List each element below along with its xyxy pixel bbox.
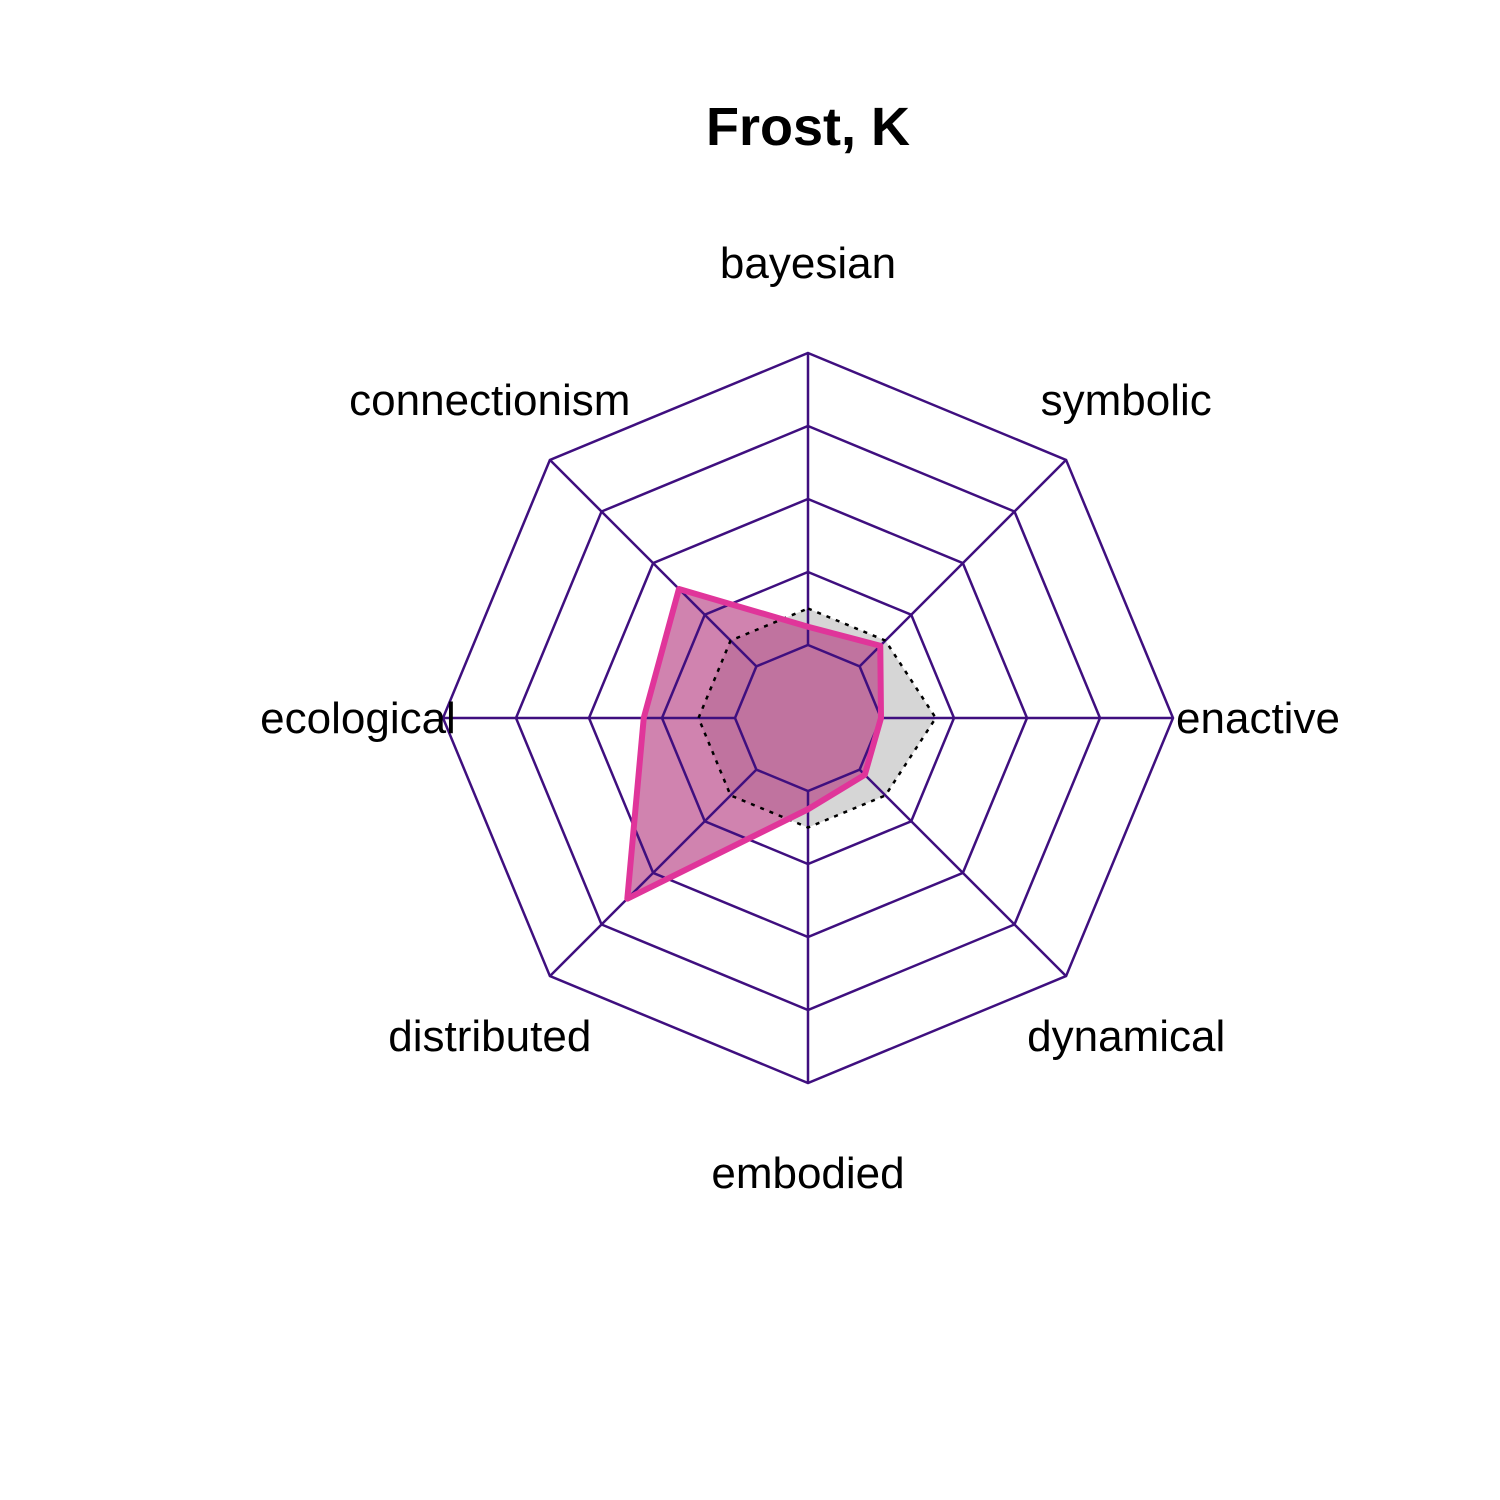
chart-title: Frost, K: [706, 97, 910, 157]
axis-labels: bayesian symbolic enactive dynamical embodie…: [260, 239, 1340, 1198]
axis-label-distributed: distributed: [388, 1012, 591, 1061]
series-1-line: [624, 585, 884, 902]
series-2-line: [697, 607, 938, 829]
axis-label-embodied: embodied: [711, 1149, 904, 1198]
axis-label-enactive: enactive: [1176, 694, 1340, 743]
axis-label-symbolic: symbolic: [1041, 376, 1212, 425]
axis-label-ecological: ecological: [260, 694, 456, 743]
spoke-connectionism: [549, 459, 758, 668]
radar-series: [627, 588, 936, 899]
spoke-distributed: [549, 768, 758, 977]
radar-grid: [441, 351, 1175, 1085]
axis-label-bayesian: bayesian: [720, 239, 896, 288]
axis-label-connectionism: connectionism: [349, 376, 630, 425]
spoke-dynamical: [858, 768, 1067, 977]
axis-label-dynamical: dynamical: [1027, 1012, 1225, 1061]
spoke-symbolic: [858, 459, 1067, 668]
series-1-area: [627, 588, 881, 899]
